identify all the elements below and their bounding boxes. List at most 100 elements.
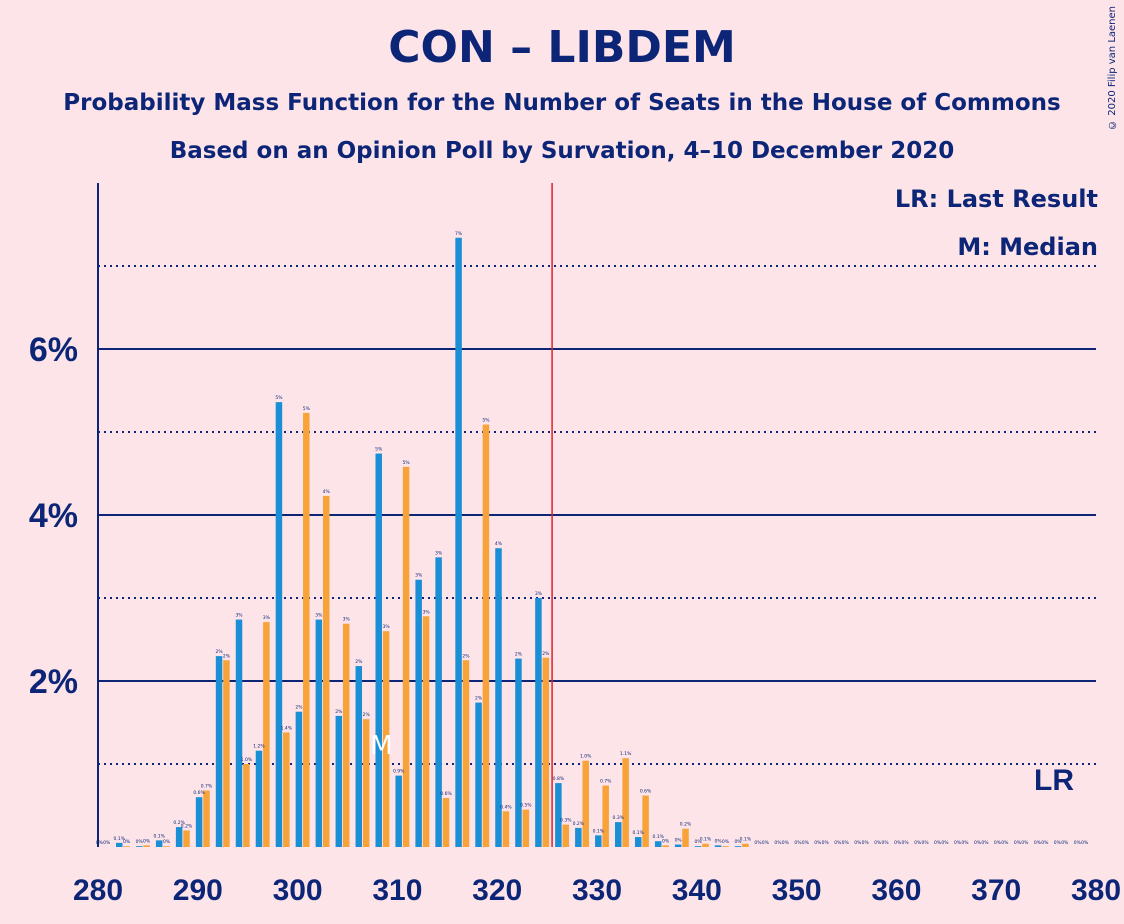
bar-label-seat-289: 0.2% [181,823,193,829]
y-tick-label: 6% [29,331,78,369]
bar-label-seat-331: 0.7% [600,779,612,785]
bar-label-seat-364: 0% [934,840,942,846]
bar-seat-307 [362,719,370,847]
bar-label-seat-338: 0% [675,838,683,844]
bar-seat-291 [203,790,210,847]
bar-seat-298 [275,402,283,847]
bar-label-seat-309: 3% [383,624,391,630]
bar-seat-324 [535,598,542,847]
bar-label-seat-355: 0% [842,840,850,846]
axes-group: 280 290 300 310 320 330 340 350 360 370 380 2% 4% 6% [29,183,1121,907]
bar-seat-341 [702,843,709,847]
bar-label-seat-295: 1.0% [241,757,253,763]
bar-label-seat-377: 0% [1061,840,1069,846]
bar-seat-295 [243,764,250,847]
bar-label-seat-328: 0.2% [573,821,585,827]
bar-label-seat-324: 3% [535,591,543,597]
bar-seat-319 [482,424,490,847]
bar-label-seat-285: 0% [143,838,151,844]
bar-label-seat-307: 2% [363,712,371,718]
bar-seat-334 [634,837,642,847]
bar-label-seat-350: 0% [794,840,802,846]
bar-label-seat-322: 2% [515,652,523,658]
bar-label-seat-371: 0% [1001,840,1009,846]
bar-label-seat-366: 0% [954,840,962,846]
bar-label-seat-315: 0.6% [440,791,452,797]
bar-label-seat-351: 0% [802,840,810,846]
bar-label-seat-304: 2% [335,709,343,715]
bar-seat-288 [175,827,183,847]
bar-seat-302 [315,619,323,847]
bar-label-seat-337: 0% [662,838,670,844]
chart-subtitle-2: Based on an Opinion Poll by Survation, 4… [169,138,955,164]
bar-label-seat-336: 0.1% [652,834,664,840]
legend-last-result: LR: Last Result [894,185,1098,213]
chart-title: CON – LIBDEM [388,22,736,73]
bar-label-seat-312: 3% [415,573,423,579]
bar-seat-327 [562,824,570,847]
bar-seat-285 [143,845,150,847]
bar-label-seat-287: 0% [163,839,171,845]
bar-seat-318 [475,702,482,847]
bar-seat-344 [734,846,742,847]
bar-label-seat-316: 7% [455,231,463,237]
bar-label-seat-361: 0% [902,840,910,846]
bar-label-seat-374: 0% [1034,840,1042,846]
bar-label-seat-282: 0.1% [114,836,126,842]
bar-label-seat-298: 5% [275,395,283,401]
bar-seat-303 [322,495,330,847]
bar-seat-323 [522,809,530,847]
bar-seat-332 [615,822,622,847]
bar-label-seat-330: 0.1% [593,828,605,834]
bar-seat-305 [342,623,350,847]
bar-label-seat-318: 2% [475,696,483,702]
bar-seat-312 [415,579,422,847]
x-tick-label: 340 [672,874,722,907]
bar-label-seat-379: 0% [1081,840,1089,846]
bar-label-seat-319: 5% [482,418,490,424]
bar-label-seat-358: 0% [874,840,882,846]
bar-seat-300 [295,711,303,847]
x-tick-label: 280 [73,874,123,907]
bar-seat-313 [422,616,430,847]
bar-seat-301 [303,412,310,847]
bar-label-seat-288: 0.2% [173,820,185,826]
bar-seat-289 [183,830,190,847]
bar-label-seat-349: 0% [782,840,790,846]
bar-seat-292 [215,656,223,847]
bar-label-seat-314: 3% [435,550,443,556]
bar-label-seat-339: 0.2% [680,822,692,828]
bar-seat-321 [502,811,510,847]
bar-seat-333 [622,758,629,847]
bar-label-seat-281: 0% [103,840,111,846]
bar-label-seat-297: 3% [263,615,271,621]
bar-label-seat-317: 2% [462,653,470,659]
bar-seat-337 [662,845,669,847]
x-tick-label: 330 [572,874,622,907]
x-tick-label: 350 [772,874,822,907]
bar-label-seat-333: 1.1% [620,751,632,757]
bar-label-seat-286: 0.1% [153,833,165,839]
bar-label-seat-370: 0% [994,840,1002,846]
bar-label-seat-325: 2% [542,651,550,657]
bar-label-seat-345: 0.1% [740,837,752,843]
chart-subtitle-1: Probability Mass Function for the Number… [63,90,1061,116]
median-marker-label: M [370,731,392,761]
bar-seat-293 [223,660,230,847]
x-tick-label: 370 [971,874,1021,907]
bar-seat-328 [575,827,582,847]
bar-label-seat-346: 0% [754,840,762,846]
bar-seat-299 [283,732,290,847]
bar-label-seat-300: 2% [295,705,303,711]
bar-seat-330 [595,835,602,847]
bar-label-seat-365: 0% [941,840,949,846]
bar-label-seat-378: 0% [1074,840,1082,846]
bar-seat-287 [163,846,170,847]
bar-label-seat-299: 1.4% [281,725,293,731]
bar-label-seat-284: 0% [136,839,144,845]
x-tick-label: 290 [173,874,223,907]
bar-label-seat-320: 4% [495,541,503,547]
bar-label-seat-352: 0% [814,840,822,846]
bar-label-seat-293: 2% [223,653,231,659]
